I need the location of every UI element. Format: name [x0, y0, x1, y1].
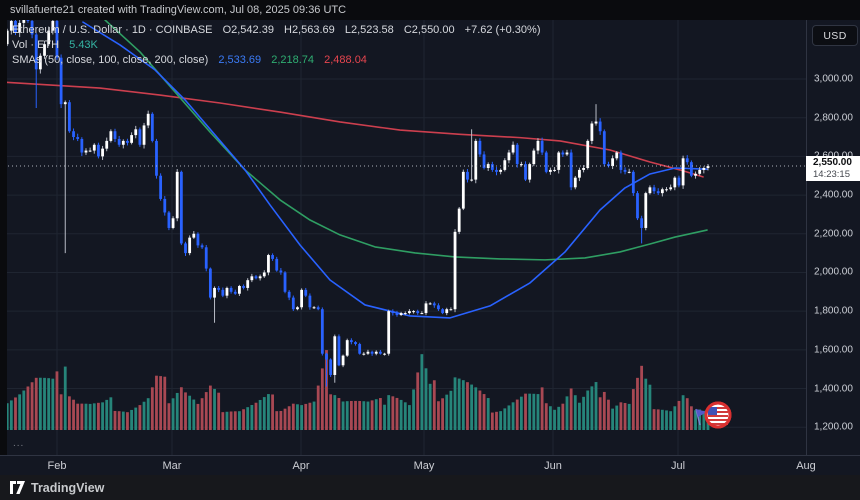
volume-bars — [5, 350, 710, 430]
volume-legend-row[interactable]: Vol · ETH 5.43K — [12, 38, 541, 52]
month-tick-label: Jul — [670, 460, 686, 472]
price-tick-label: 2,200.00 — [814, 228, 853, 240]
collapsed-toolbar-strip — [0, 20, 7, 455]
us-flag-sticker[interactable] — [695, 401, 732, 429]
chart-legend: Ethereum / U.S. Dollar · 1D · COINBASE O… — [12, 23, 541, 68]
sma200-value: 2,488.04 — [324, 54, 367, 66]
ohlc-close: C2,550.00 — [403, 24, 455, 36]
symbol-title: Ethereum / U.S. Dollar · 1D · COINBASE — [12, 24, 213, 36]
sma50-value: 2,533.69 — [218, 54, 262, 66]
candles — [5, 20, 710, 387]
sma-200-line[interactable] — [0, 81, 704, 178]
price-tick-label: 1,800.00 — [814, 305, 853, 317]
ohlc-open: O2,542.39 — [222, 24, 274, 36]
ohlc-change: +7.62 (+0.30%) — [464, 24, 541, 36]
price-tick-label: 3,000.00 — [814, 73, 853, 85]
price-axis[interactable]: USD 3,000.002,800.002,600.002,400.002,20… — [806, 20, 860, 455]
tradingview-brand-text: TradingView — [31, 480, 105, 495]
gridlines — [0, 20, 806, 455]
current-price-value: 2,550.00 — [813, 157, 852, 168]
bar-close-countdown: 14:23:15 — [813, 169, 850, 180]
tradingview-logo[interactable]: TradingView — [10, 481, 104, 495]
attribution-bar: svillafuerte21 created with TradingView.… — [0, 0, 860, 20]
tradingview-logo-icon — [10, 481, 25, 494]
month-tick-label: Mar — [162, 460, 182, 472]
footer-bar: TradingView — [0, 475, 860, 500]
month-tick-label: Aug — [796, 460, 816, 472]
price-tick-label: 2,800.00 — [814, 112, 853, 124]
month-tick-label: Feb — [47, 460, 67, 472]
time-axis[interactable]: Feb Mar Apr May Jun Jul Aug — [0, 455, 860, 476]
volume-label: Vol · ETH — [12, 39, 60, 51]
current-price-label: 2,550.00 14:23:15 — [806, 156, 860, 181]
sma-legend-row[interactable]: SMAs (50, close, 100, close, 200, close)… — [12, 53, 541, 67]
more-options-button[interactable]: ... — [13, 438, 25, 449]
month-tick-label: Jun — [544, 460, 562, 472]
ohlc-low: L2,523.58 — [344, 24, 394, 36]
price-tick-label: 1,200.00 — [814, 421, 853, 433]
sma100-value: 2,218.74 — [271, 54, 315, 66]
price-tick-label: 1,600.00 — [814, 344, 853, 356]
price-tick-label: 1,400.00 — [814, 383, 853, 395]
ohlc-high: H2,563.69 — [284, 24, 335, 36]
attribution-text: svillafuerte21 created with TradingView.… — [10, 4, 347, 16]
month-tick-label: May — [413, 460, 435, 472]
sma-label: SMAs (50, close, 100, close, 200, close) — [12, 54, 209, 66]
volume-value: 5.43K — [69, 39, 98, 51]
price-tick-label: 2,400.00 — [814, 189, 853, 201]
sma-50-line[interactable] — [82, 21, 708, 319]
month-tick-label: Apr — [292, 460, 310, 472]
sma-100-line[interactable] — [104, 20, 708, 261]
symbol-legend-row[interactable]: Ethereum / U.S. Dollar · 1D · COINBASE O… — [12, 23, 541, 37]
currency-toggle-button[interactable]: USD — [812, 25, 858, 46]
price-tick-label: 2,000.00 — [814, 266, 853, 278]
